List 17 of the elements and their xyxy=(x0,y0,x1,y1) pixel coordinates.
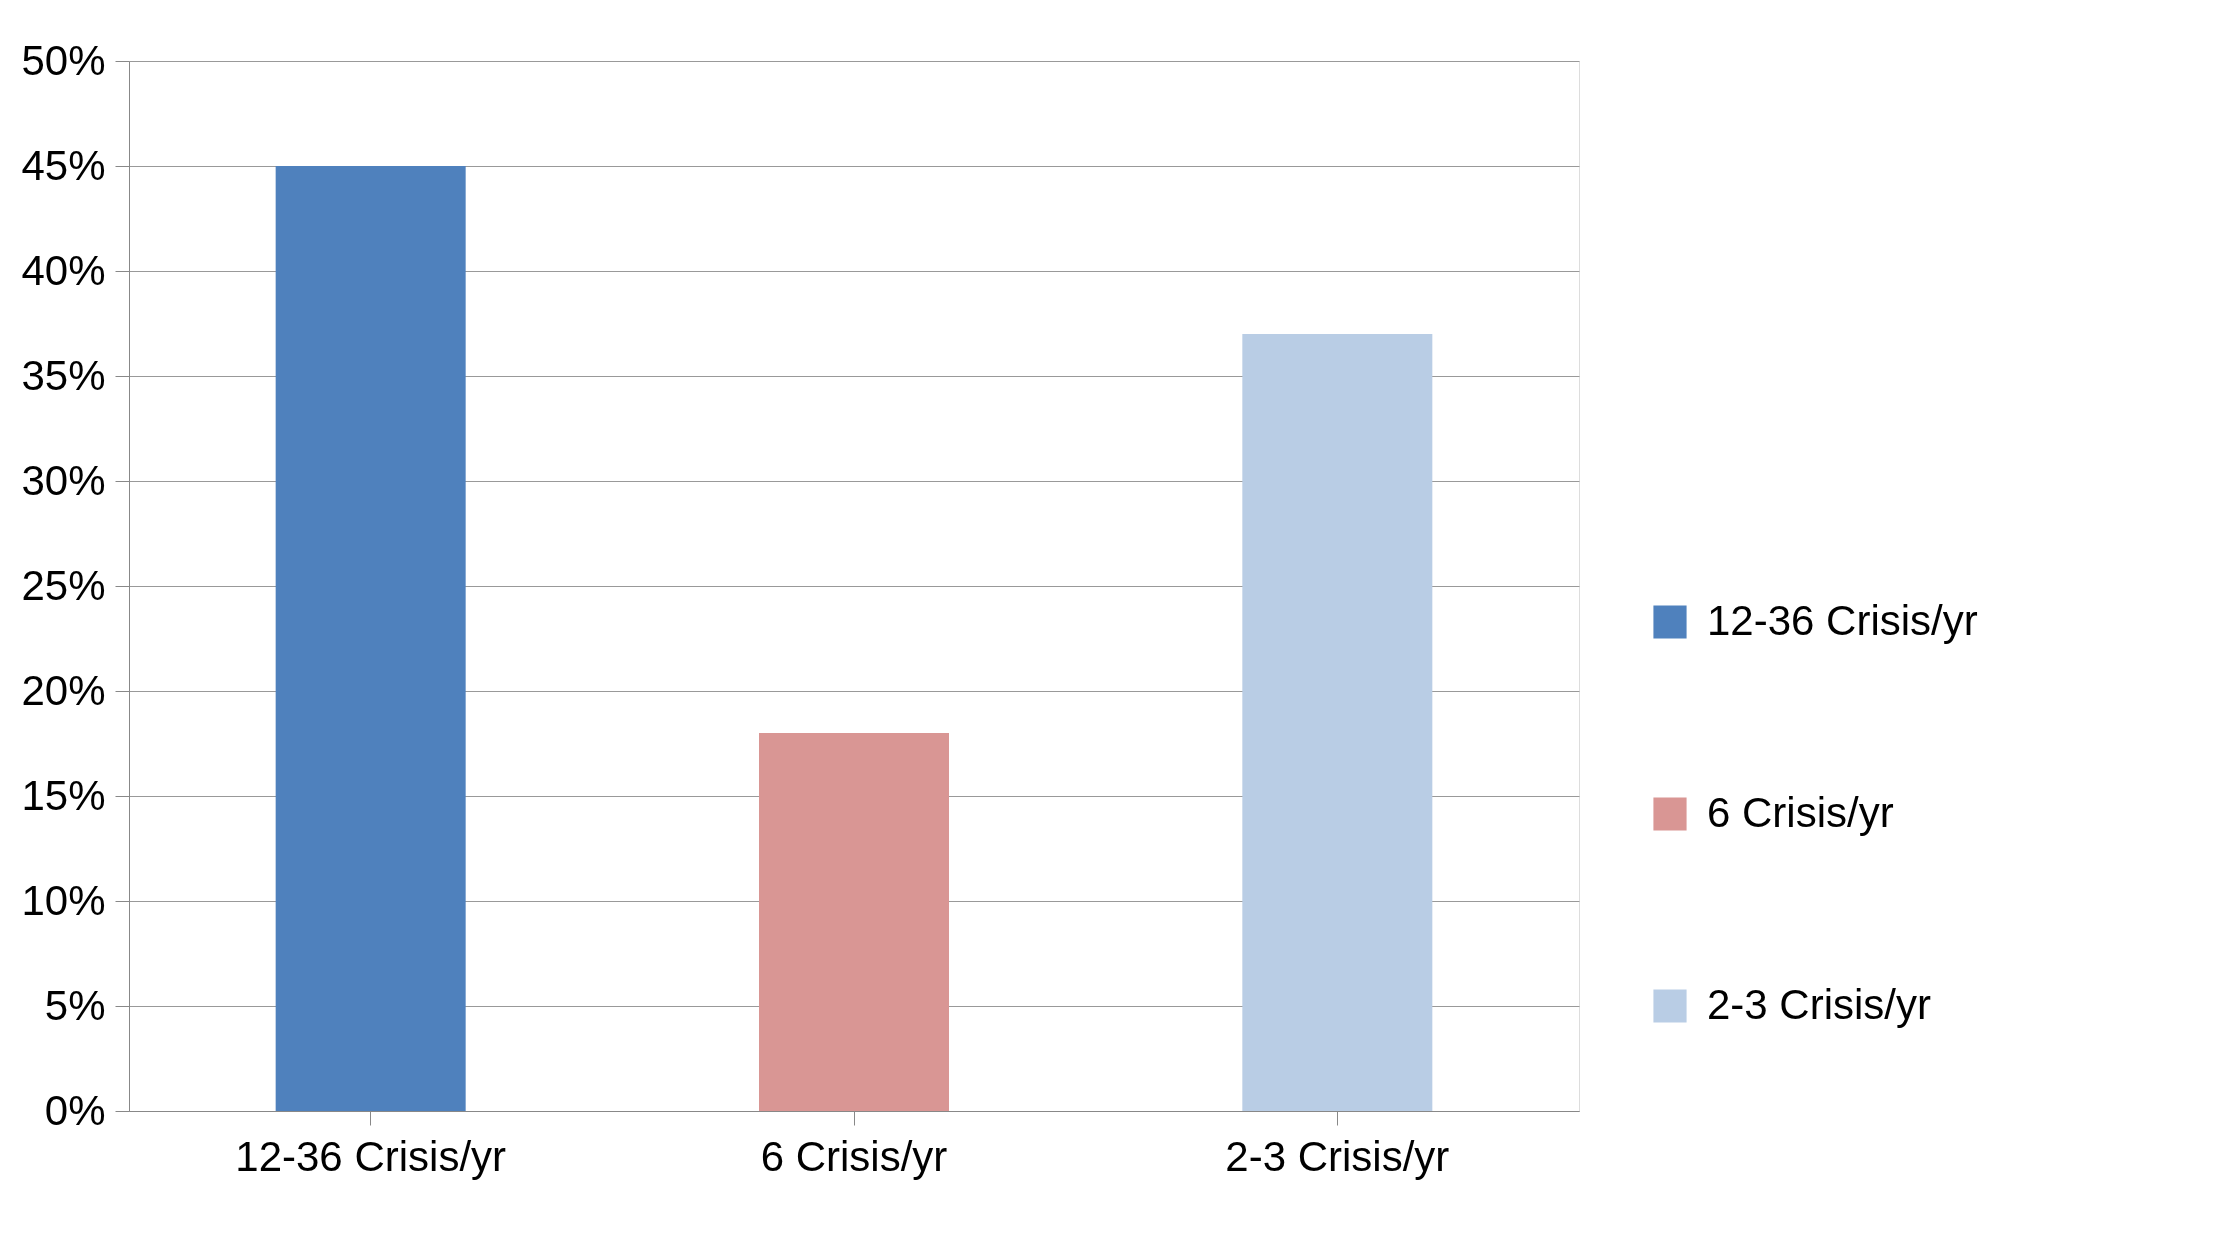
y-tick-label: 45% xyxy=(21,141,106,189)
y-tick-label: 25% xyxy=(21,561,106,609)
y-tick-label: 15% xyxy=(21,771,106,819)
legend-label: 2-3 Crisis/yr xyxy=(1707,981,1932,1028)
y-tick-label: 20% xyxy=(21,666,106,714)
x-tick-label: 2-3 Crisis/yr xyxy=(1225,1132,1450,1180)
x-tick-label: 6 Crisis/yr xyxy=(760,1132,948,1180)
y-tick-label: 30% xyxy=(21,456,106,504)
y-tick-label: 35% xyxy=(21,351,106,399)
legend-label: 12-36 Crisis/yr xyxy=(1707,597,1978,644)
legend-label: 6 Crisis/yr xyxy=(1707,789,1894,836)
y-tick-label: 10% xyxy=(21,876,106,924)
y-tick-label: 0% xyxy=(44,1086,106,1134)
x-tick-label: 12-36 Crisis/yr xyxy=(235,1132,507,1180)
y-tick-label: 50% xyxy=(21,36,106,84)
y-tick-label: 5% xyxy=(44,981,106,1029)
y-tick-label: 40% xyxy=(21,246,106,294)
